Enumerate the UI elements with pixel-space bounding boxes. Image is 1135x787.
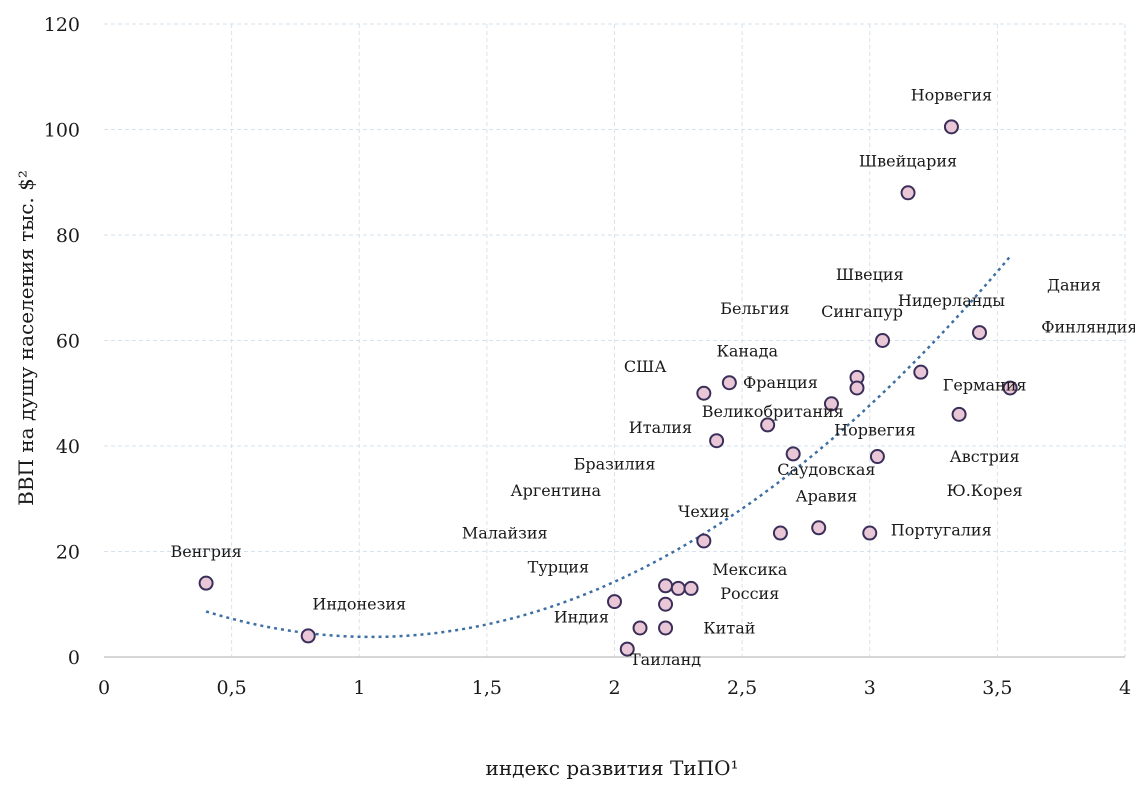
data-point <box>869 449 885 465</box>
y-tick-labels: 0 20 40 60 80 100 120 <box>44 14 80 669</box>
data-point <box>913 364 929 380</box>
point-label: Аравия <box>796 486 858 505</box>
point-label: Турция <box>528 558 589 577</box>
point-label: Бразилия <box>574 455 656 474</box>
data-point <box>607 594 622 610</box>
data-point <box>696 533 712 549</box>
data-point <box>811 520 827 536</box>
y-tick-label: 80 <box>56 225 80 247</box>
data-point <box>760 417 776 433</box>
data-point <box>862 525 878 541</box>
data-point <box>785 446 801 462</box>
y-tick-label: 100 <box>44 120 80 142</box>
point-label: Сингапур <box>821 302 903 321</box>
y-axis-title: ВВП на душу населения тыс. $² <box>14 170 38 506</box>
point-label: Великобритания <box>702 402 844 421</box>
grid-lines <box>104 23 1126 657</box>
point-label: США <box>624 357 667 376</box>
point-label: Таиланд <box>630 650 701 669</box>
data-point <box>823 396 839 412</box>
x-axis-title: индекс развития ТиПО¹ <box>486 756 739 780</box>
y-tick-label: 20 <box>56 542 80 564</box>
data-point <box>1002 380 1018 396</box>
data-point <box>683 580 699 596</box>
point-label: Франция <box>743 373 818 392</box>
x-tick-label: 1 <box>353 677 365 699</box>
point-label: Венгрия <box>170 542 241 561</box>
data-point <box>658 620 674 636</box>
y-tick-label: 40 <box>56 436 80 458</box>
point-label: Бельгия <box>720 299 789 318</box>
point-label: Канада <box>716 341 778 360</box>
data-point <box>670 580 686 596</box>
point-label: Саудовская <box>777 460 875 479</box>
x-tick-label: 0 <box>98 677 110 699</box>
x-tick-label: 2,5 <box>727 677 757 699</box>
point-label: Нидерланды <box>898 291 1005 310</box>
data-point <box>772 525 788 541</box>
point-label: Норвегия <box>834 420 915 439</box>
data-point <box>900 185 916 201</box>
point-label: Малайзия <box>462 523 548 542</box>
y-tick-label: 60 <box>56 331 80 353</box>
point-label: Австрия <box>950 447 1020 466</box>
point-label: Португалия <box>891 521 992 540</box>
data-point <box>619 641 635 657</box>
point-label: Швеция <box>836 265 904 284</box>
point-label: Ю.Корея <box>947 481 1023 500</box>
data-points <box>198 119 1018 657</box>
data-point <box>658 596 674 612</box>
data-point <box>300 628 316 644</box>
data-point <box>709 433 725 449</box>
point-label: Германия <box>943 376 1027 395</box>
point-label: Дания <box>1047 275 1101 294</box>
point-label: Мексика <box>712 560 787 579</box>
point-label: Чехия <box>678 502 730 521</box>
x-tick-label: 4 <box>1119 677 1131 699</box>
point-label: Индия <box>554 608 609 627</box>
point-label: Италия <box>629 418 692 437</box>
y-tick-label: 120 <box>44 14 80 36</box>
point-label: Китай <box>703 618 755 637</box>
point-label: Аргентина <box>510 481 601 500</box>
x-tick-label: 2 <box>608 677 620 699</box>
data-point <box>943 119 959 135</box>
point-label: Россия <box>720 584 779 603</box>
data-point <box>972 325 988 341</box>
point-label: Швейцария <box>859 151 957 170</box>
y-tick-label: 0 <box>68 647 80 669</box>
x-tick-labels: 0 0,5 1 1,5 2 2,5 3 3,5 4 <box>98 677 1131 699</box>
data-point <box>875 333 891 348</box>
x-tick-label: 3 <box>864 677 876 699</box>
data-point <box>951 406 967 422</box>
data-point <box>658 578 674 594</box>
x-tick-label: 1,5 <box>472 677 502 699</box>
x-tick-label: 0,5 <box>217 677 247 699</box>
point-label: Финляндия <box>1041 318 1135 337</box>
point-label: Норвегия <box>911 85 992 104</box>
data-point <box>721 375 737 391</box>
data-point <box>696 385 712 401</box>
point-label: Индонезия <box>312 595 406 614</box>
data-point <box>849 380 865 396</box>
data-point <box>632 620 648 636</box>
data-point <box>198 575 214 591</box>
x-tick-label: 3,5 <box>982 677 1012 699</box>
